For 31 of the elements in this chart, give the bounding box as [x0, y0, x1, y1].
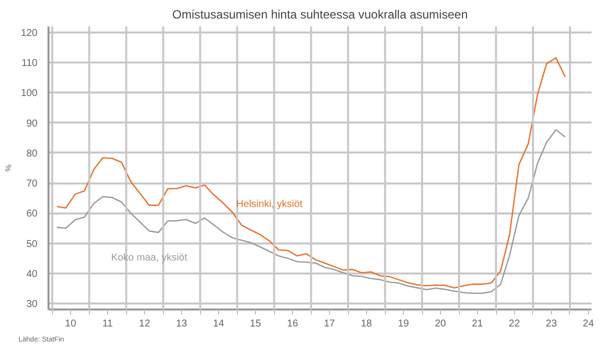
y-tick-label: 50 [26, 238, 38, 250]
y-tick-label: 80 [26, 148, 38, 160]
y-tick-label: 100 [20, 88, 38, 100]
chart-title: Omistusasumisen hinta suhteessa vuokralla asumiseen [172, 8, 468, 22]
y-tick-label: 120 [20, 28, 38, 40]
y-tick-label: 110 [22, 58, 38, 70]
x-tick-label: 14 [212, 318, 225, 330]
series-label: Helsinki, yksiöt [236, 199, 303, 210]
y-tick-label: 40 [26, 268, 38, 280]
x-tick-label: 23 [546, 318, 558, 330]
y-tick-label: 70 [26, 178, 38, 190]
line-series [56, 57, 566, 288]
x-tick-label: 12 [139, 318, 151, 330]
y-axis-title: % [4, 164, 13, 172]
text: Koko maa, yksiöt [111, 252, 188, 264]
x-tick-label: 20 [434, 318, 446, 330]
x-tick-label: 18 [360, 318, 372, 330]
x-tick-label: 10 [65, 318, 77, 330]
y-tick-label: 30 [26, 298, 38, 310]
x-tick-label: 24 [582, 318, 594, 330]
y-tick-label: 90 [26, 118, 38, 130]
y-tick-label: 60 [26, 208, 38, 220]
x-tick-label: 13 [176, 318, 188, 330]
x-tick-label: 11 [102, 318, 114, 330]
x-tick-label: 16 [286, 318, 299, 330]
x-tick-label: 17 [324, 318, 336, 330]
line-series [56, 129, 566, 294]
x-tick-label: 15 [250, 318, 262, 330]
x-tick-label: 19 [398, 318, 410, 330]
x-tick-label: 21 [472, 318, 484, 330]
x-tick-label: 22 [508, 318, 520, 330]
